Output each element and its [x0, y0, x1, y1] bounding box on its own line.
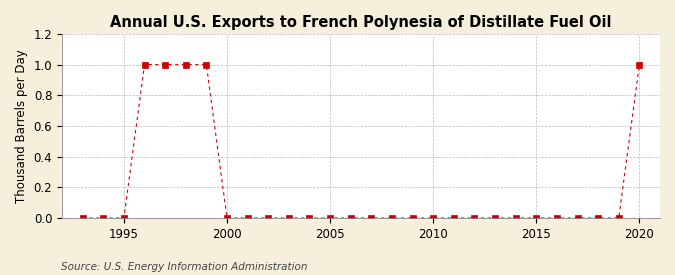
Title: Annual U.S. Exports to French Polynesia of Distillate Fuel Oil: Annual U.S. Exports to French Polynesia … — [110, 15, 612, 30]
Text: Source: U.S. Energy Information Administration: Source: U.S. Energy Information Administ… — [61, 262, 307, 272]
Y-axis label: Thousand Barrels per Day: Thousand Barrels per Day — [15, 49, 28, 203]
